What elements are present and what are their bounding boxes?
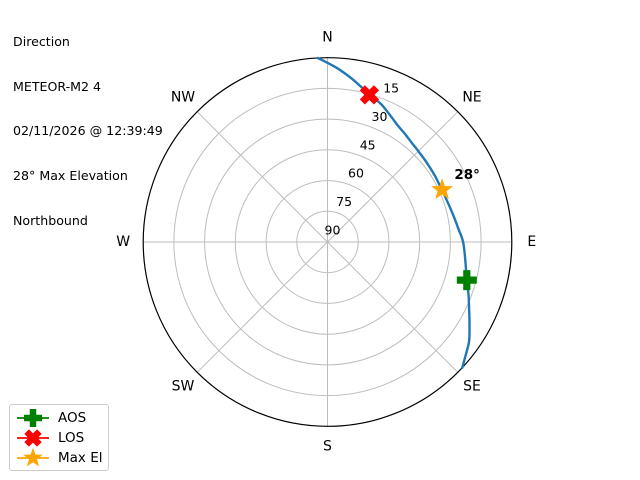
elevation-tick-label-15: 15 <box>383 81 399 96</box>
pass-info-block: Direction METEOR-M2 4 02/11/2026 @ 12:39… <box>13 5 163 258</box>
compass-label-e: E <box>527 234 536 250</box>
elevation-tick-label-90: 90 <box>325 223 341 238</box>
azimuth-spoke-315 <box>196 111 328 243</box>
elevation-tick-label-45: 45 <box>360 137 376 152</box>
compass-label-sw: SW <box>172 379 195 395</box>
compass-label-n: N <box>322 30 332 46</box>
pass-heading: Northbound <box>13 212 88 228</box>
compass-label-nw: NW <box>171 90 195 106</box>
legend-marker-glyph <box>24 409 42 427</box>
los-legend-marker-icon <box>17 429 49 447</box>
horizon-circle <box>142 57 513 427</box>
los-marker <box>359 85 380 105</box>
legend-item-max-el: Max El <box>15 448 106 468</box>
compass-label-w: W <box>116 234 130 250</box>
aos-legend-marker-icon <box>17 409 49 427</box>
legend: AOS LOS Max El <box>9 404 109 471</box>
azimuth-spoke-225 <box>196 241 328 373</box>
compass-label-ne: NE <box>462 90 481 106</box>
pass-datetime: 02/11/2026 @ 12:39:49 <box>13 123 163 139</box>
aos-marker <box>456 270 477 291</box>
pass-info-direction-title: Direction <box>13 33 70 49</box>
compass-label-se: SE <box>463 379 481 395</box>
legend-label: LOS <box>58 430 85 446</box>
satellite-name: METEOR-M2 4 <box>13 78 102 94</box>
max-el-marker <box>431 178 454 200</box>
azimuth-spoke-135 <box>327 241 459 373</box>
compass-label-s: S <box>323 438 332 454</box>
legend-item-los: LOS <box>15 428 106 448</box>
max-elevation-text: 28° Max Elevation <box>13 167 128 183</box>
legend-item-aos: AOS <box>15 408 106 428</box>
max-el-legend-marker-icon <box>17 448 49 467</box>
elevation-tick-label-75: 75 <box>336 194 352 209</box>
legend-marker-glyph <box>23 448 43 467</box>
legend-marker-glyph <box>24 429 42 447</box>
max-elevation-annotation: 28° <box>454 167 480 183</box>
legend-label: AOS <box>58 410 87 426</box>
legend-label: Max El <box>58 450 103 466</box>
elevation-tick-label-60: 60 <box>348 166 364 181</box>
azimuth-spoke-45 <box>327 111 459 243</box>
elevation-tick-label-30: 30 <box>372 109 388 124</box>
